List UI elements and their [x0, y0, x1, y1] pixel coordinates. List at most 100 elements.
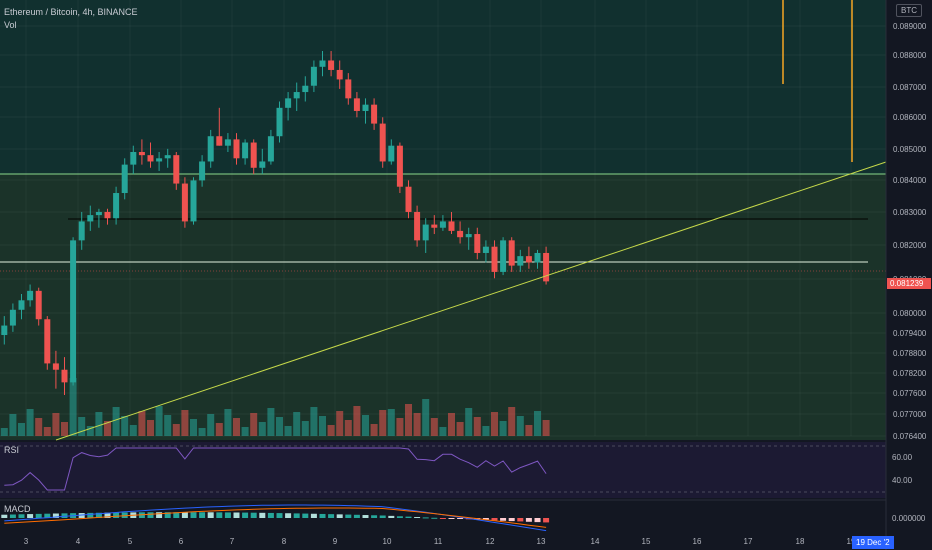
volume-bar: [310, 407, 318, 436]
price-tick-label: 0.088000: [893, 51, 927, 60]
time-tick-label: 6: [179, 537, 184, 546]
candle-body: [70, 240, 77, 383]
volume-bar: [0, 428, 8, 436]
macd-bar: [61, 513, 68, 518]
candle-body: [216, 136, 223, 146]
last-price-badge: 0.081239: [887, 278, 931, 289]
volume-bar: [465, 408, 473, 436]
time-tick-label: 10: [383, 537, 392, 546]
price-tick-label: 0.086000: [893, 113, 927, 122]
candle-body: [362, 104, 369, 111]
macd-bar: [396, 516, 403, 518]
volume-bar: [250, 413, 258, 436]
candle-body: [104, 211, 111, 219]
volume-label[interactable]: Vol: [4, 20, 17, 30]
volume-bar: [18, 423, 25, 436]
macd-bar: [78, 513, 85, 518]
volume-bar: [430, 418, 438, 436]
volume-bar: [215, 423, 223, 436]
volume-bar: [387, 409, 395, 436]
macd-bar: [113, 512, 120, 518]
macd-bar: [448, 518, 455, 519]
candle-body: [293, 92, 300, 99]
macd-bar: [52, 513, 59, 518]
upper-zone: [0, 0, 886, 174]
volume-bar: [172, 424, 180, 436]
volume-bar: [129, 425, 137, 436]
candle-body: [302, 85, 309, 93]
rsi-level-60: 60.00: [892, 453, 913, 462]
macd-bar: [164, 512, 171, 518]
macd-bar: [216, 512, 223, 518]
candle-body: [405, 186, 412, 212]
macd-bar: [173, 512, 180, 518]
volume-bar: [52, 413, 60, 436]
macd-bar: [534, 518, 541, 523]
volume-bar: [241, 427, 249, 436]
rsi-line: [4, 447, 547, 491]
volume-bar: [516, 416, 524, 436]
volume-bar: [207, 414, 215, 436]
macd-bar: [121, 512, 128, 518]
candle-body: [164, 155, 171, 159]
time-tick-label: 7: [230, 537, 235, 546]
macd-bar: [199, 512, 206, 518]
volume-bar: [233, 418, 240, 436]
candle-body: [379, 123, 386, 162]
volume-bar: [198, 428, 206, 436]
candle-body: [422, 224, 429, 241]
candle-body: [448, 221, 455, 231]
rsi-label[interactable]: RSI: [4, 445, 20, 455]
macd-bar: [259, 512, 266, 518]
macd-bar: [500, 518, 507, 521]
time-tick-label: 11: [434, 537, 443, 546]
candle-body: [431, 224, 438, 228]
rsi-pane: [0, 442, 886, 498]
candle-body: [482, 246, 489, 253]
price-tick-label: 0.084000: [893, 176, 927, 185]
macd-bar: [35, 513, 42, 518]
volume-bar: [327, 425, 335, 436]
currency-badge[interactable]: BTC: [896, 4, 922, 17]
candle-body: [199, 161, 206, 181]
volume-bar: [396, 418, 404, 436]
candle-body: [310, 66, 317, 86]
macd-bar: [543, 518, 550, 523]
candle-body: [147, 155, 154, 162]
symbol-title[interactable]: Ethereum / Bitcoin, 4h, BINANCE: [4, 7, 138, 17]
volume-bar: [344, 420, 352, 436]
volume-bar: [284, 426, 292, 436]
macd-bar: [207, 512, 214, 518]
volume-bar: [155, 406, 163, 436]
candle-body: [190, 180, 197, 222]
volume-bar: [164, 415, 172, 436]
macd-bar: [379, 515, 386, 518]
macd-label[interactable]: MACD: [4, 504, 31, 514]
time-tick-label: 15: [642, 537, 651, 546]
candle-body: [319, 60, 326, 67]
volume-bar: [181, 410, 189, 436]
candle-body: [173, 155, 180, 184]
time-axis[interactable]: 3 4 5 6 7 8 9 10 11 12 13 14 15 16 17 18 19: [24, 537, 856, 546]
candle-body: [534, 252, 541, 263]
candle-body: [336, 69, 343, 80]
candle-body: [517, 256, 524, 266]
macd-bar: [95, 512, 102, 518]
candle-body: [285, 98, 292, 108]
volume-bar: [267, 408, 275, 436]
volume-bar: [43, 427, 51, 436]
candle-body: [95, 211, 102, 216]
volume-bar: [9, 414, 17, 436]
price-axis[interactable]: 0.089000 0.088000 0.087000 0.086000 0.085000…: [893, 22, 927, 441]
trendline[interactable]: [55, 161, 887, 441]
macd-bar: [18, 514, 25, 518]
volume-bar: [104, 421, 111, 436]
volume-bar: [499, 421, 507, 436]
price-tick-label: 0.082000: [893, 241, 927, 250]
volume-bar: [190, 419, 197, 436]
price-tick-label: 0.083000: [893, 208, 927, 217]
macd-bar: [276, 513, 283, 518]
candle-body: [224, 139, 231, 146]
time-tick-label: 4: [76, 537, 81, 546]
